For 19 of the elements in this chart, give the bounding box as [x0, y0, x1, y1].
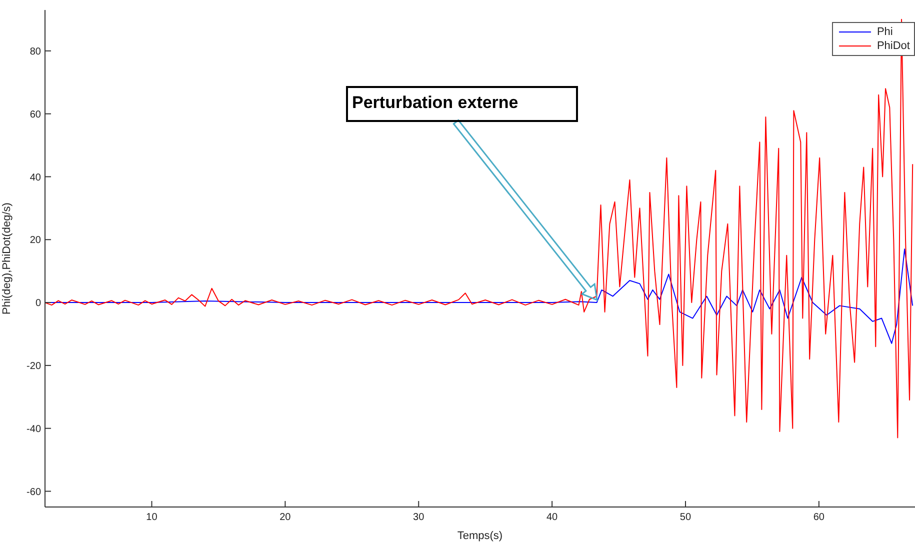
y-tick-label: 20: [30, 235, 42, 246]
line-series: [45, 18, 914, 438]
y-tick-label: 60: [30, 109, 42, 120]
x-tick-label: 60: [813, 512, 825, 524]
x-tick-label: 50: [680, 512, 692, 524]
legend-label: PhiDot: [876, 40, 910, 52]
y-tick-label: -40: [26, 424, 42, 435]
x-tick-label: 10: [146, 512, 158, 524]
legend-label: Phi: [876, 26, 893, 38]
y-tick-label: -20: [26, 361, 42, 372]
y-axis-title: Phi(deg),PhiDot(deg/s): [0, 202, 13, 314]
y-tick-label: 40: [30, 172, 42, 184]
x-axis-title: Temps(s): [457, 530, 503, 542]
x-tick-label: 30: [413, 512, 425, 524]
y-tick-label: -60: [26, 486, 42, 498]
y-tick-label: 0: [35, 298, 42, 310]
y-tick-label: 80: [30, 46, 42, 58]
x-tick-label: 20: [280, 512, 292, 524]
x-tick-label: 40: [546, 512, 558, 524]
